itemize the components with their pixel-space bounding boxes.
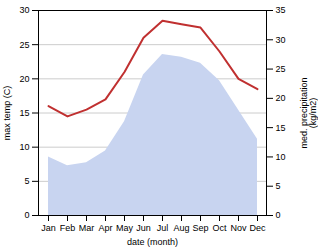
svg-text:25: 25 (19, 40, 29, 50)
svg-text:Sep: Sep (192, 223, 208, 233)
svg-text:10: 10 (19, 142, 29, 152)
svg-text:0: 0 (276, 210, 281, 220)
svg-text:20: 20 (19, 74, 29, 84)
svg-text:May: May (116, 223, 134, 233)
svg-text:15: 15 (19, 108, 29, 118)
svg-text:5: 5 (24, 176, 29, 186)
svg-text:Nov: Nov (230, 223, 247, 233)
svg-text:25: 25 (276, 64, 286, 74)
svg-text:35: 35 (276, 5, 286, 15)
svg-text:0: 0 (24, 210, 29, 220)
svg-text:5: 5 (276, 181, 281, 191)
svg-text:max temp (C): max temp (C) (2, 86, 12, 141)
svg-text:20: 20 (276, 93, 286, 103)
svg-text:med. precipitation(kg/m2): med. precipitation(kg/m2) (299, 77, 318, 148)
svg-text:Jan: Jan (41, 223, 56, 233)
svg-text:date (month): date (month) (127, 237, 178, 247)
svg-text:10: 10 (276, 152, 286, 162)
svg-text:Aug: Aug (173, 223, 189, 233)
svg-text:Jul: Jul (157, 223, 169, 233)
svg-text:Feb: Feb (60, 223, 76, 233)
svg-text:Mar: Mar (79, 223, 95, 233)
svg-text:30: 30 (276, 35, 286, 45)
svg-text:Dec: Dec (249, 223, 266, 233)
svg-text:Jun: Jun (136, 223, 151, 233)
svg-text:30: 30 (19, 5, 29, 15)
svg-text:Oct: Oct (212, 223, 227, 233)
svg-text:Apr: Apr (98, 223, 112, 233)
svg-text:15: 15 (276, 123, 286, 133)
